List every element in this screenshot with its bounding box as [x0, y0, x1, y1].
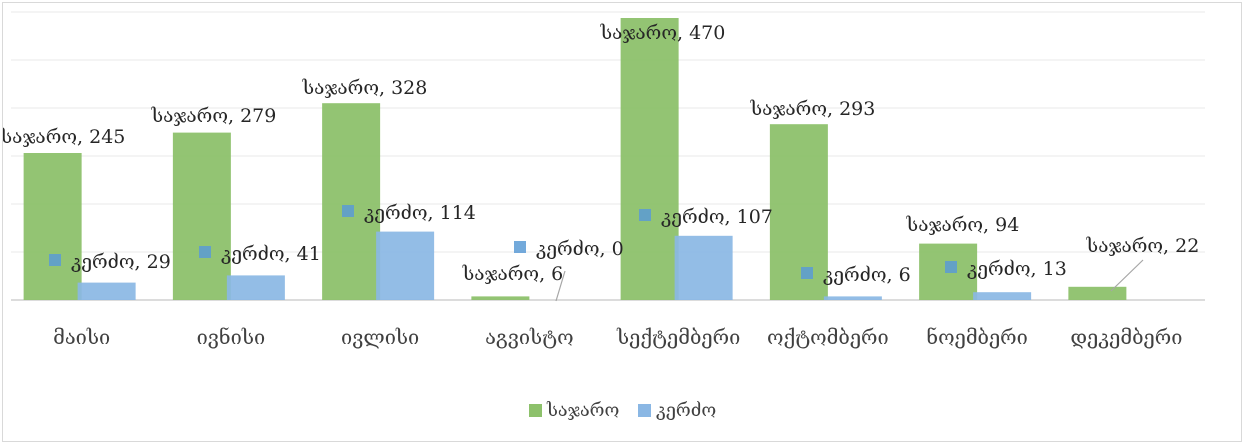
- label-marker-private: [639, 209, 651, 221]
- leader-line: [1111, 260, 1143, 291]
- data-label-private: კერძო, 6: [823, 264, 911, 286]
- legend-label-private: კერძო: [656, 400, 716, 421]
- data-label-public: საჯარო, 94: [906, 214, 1020, 236]
- bar-public-4: [621, 18, 679, 300]
- data-label-private: კერძო, 41: [221, 243, 321, 265]
- bar-public-3: [471, 296, 529, 300]
- data-label-public: საჯარო, 328: [302, 77, 428, 99]
- legend: საჯარო კერძო: [529, 400, 716, 421]
- label-marker-private: [945, 261, 957, 273]
- x-tick-label: მაისი: [53, 325, 110, 349]
- bar-private-4: [675, 236, 733, 300]
- data-label-public: საჯარო, 470: [600, 22, 726, 44]
- bar-private-0: [78, 283, 136, 300]
- label-marker-private: [49, 254, 61, 266]
- x-axis-ticks: მაისი ივნისი ივლისი აგვისტო სექტემბერი ოქტომბ…: [53, 325, 1182, 349]
- legend-swatch-public: [529, 404, 542, 417]
- bar-private-6: [973, 292, 1031, 300]
- bar-public-5: [770, 124, 828, 300]
- data-label-public: საჯარო, 22: [1086, 235, 1200, 257]
- data-label-public: საჯარო, 293: [750, 98, 876, 120]
- x-tick-label: დეკემბერი: [1070, 325, 1182, 349]
- data-label-public: საჯარო, 245: [3, 126, 125, 148]
- x-tick-label: აგვისტო: [485, 325, 574, 349]
- bar-private-2: [376, 232, 434, 300]
- bar-private-5: [824, 296, 882, 300]
- data-label-private: კერძო, 13: [967, 258, 1067, 280]
- x-tick-label: ივნისი: [197, 325, 266, 349]
- data-label-private: კერძო, 107: [661, 206, 773, 228]
- bar-public-1: [173, 133, 231, 300]
- label-marker-private: [514, 241, 526, 253]
- label-marker-private: [342, 205, 354, 217]
- data-label-public: საჯარო, 279: [151, 105, 277, 127]
- x-tick-label: ივლისი: [341, 325, 419, 349]
- bar-public-0: [24, 153, 82, 300]
- legend-swatch-private: [638, 404, 651, 417]
- x-tick-label: ნოემბერი: [926, 325, 1027, 349]
- bar-public-7: [1068, 287, 1126, 300]
- legend-label-public: საჯარო: [546, 400, 619, 421]
- data-label-private: კერძო, 114: [364, 202, 476, 224]
- bar-private-1: [227, 275, 285, 300]
- x-tick-label: ოქტომბერი: [767, 325, 889, 349]
- data-label-public: საჯარო, 6: [462, 263, 564, 285]
- data-label-private: კერძო, 0: [536, 238, 624, 260]
- label-marker-private: [801, 267, 813, 279]
- x-tick-label: სექტემბერი: [616, 325, 740, 349]
- label-marker-private: [199, 246, 211, 258]
- data-label-private: კერძო, 29: [71, 251, 171, 273]
- bar-chart: მაისი ივნისი ივლისი აგვისტო სექტემბერი ოქტომბ…: [3, 3, 1241, 441]
